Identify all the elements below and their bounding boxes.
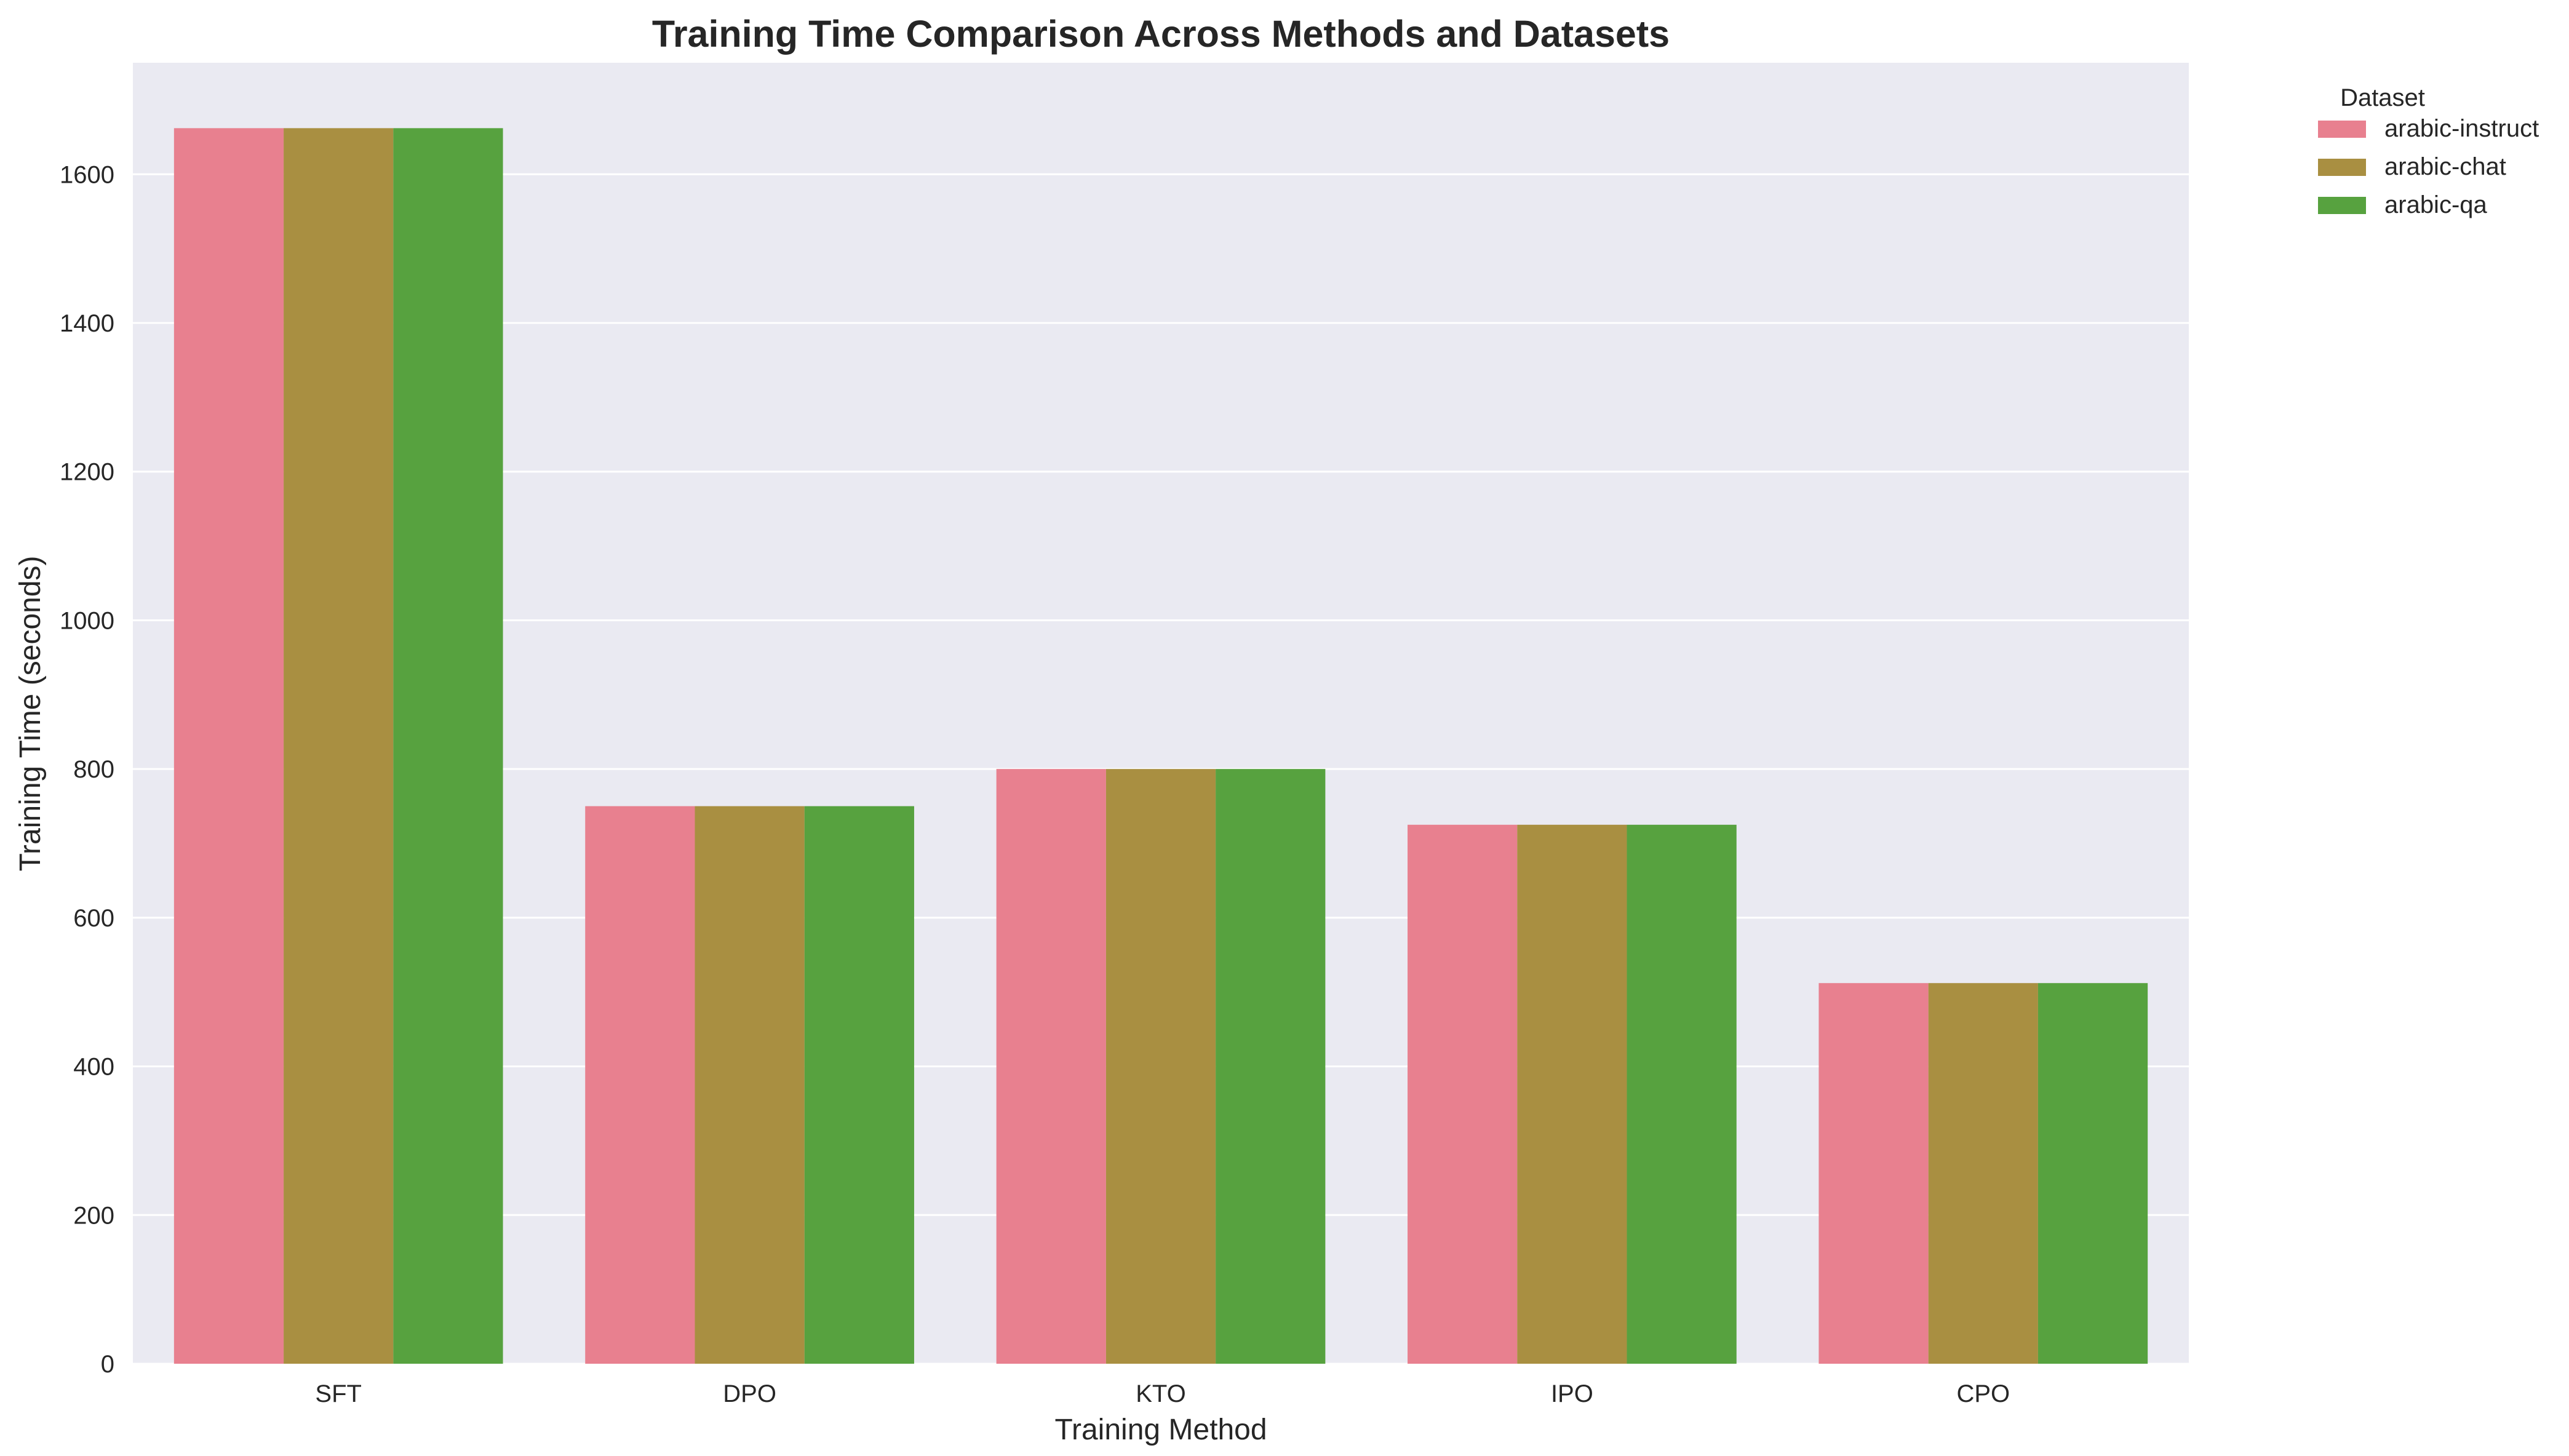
bar-cpo-arabic-qa (2037, 983, 2148, 1364)
y-tick-label: 1400 (60, 310, 114, 337)
legend-swatch (2318, 197, 2366, 214)
y-tick-label: 0 (101, 1351, 114, 1378)
legend: Dataset arabic-instructarabic-chatarabic… (2318, 84, 2539, 218)
y-tick-label: 800 (73, 756, 114, 783)
bar-ipo-arabic-instruct (1408, 824, 1518, 1364)
x-tick-labels: SFT DPO KTO IPO CPO (315, 1380, 2010, 1407)
legend-title: Dataset (2340, 84, 2425, 111)
bar-cpo-arabic-chat (1928, 983, 2038, 1364)
legend-label: arabic-chat (2384, 153, 2506, 180)
chart-title: Training Time Comparison Across Methods … (652, 13, 1670, 55)
legend-swatch (2318, 121, 2366, 138)
bar-sft-arabic-instruct (173, 128, 284, 1364)
x-axis-label: Training Method (1054, 1414, 1267, 1446)
legend-label: arabic-qa (2384, 191, 2488, 218)
x-tick-label: IPO (1551, 1380, 1593, 1407)
bar-ipo-arabic-qa (1627, 824, 1737, 1364)
bar-ipo-arabic-chat (1517, 824, 1627, 1364)
y-tick-labels: 0 200 400 600 800 1000 1200 1400 1600 (60, 161, 114, 1378)
y-tick-label: 1600 (60, 161, 114, 188)
bar-dpo-arabic-qa (804, 806, 914, 1364)
y-tick-label: 1200 (60, 459, 114, 486)
legend-swatch (2318, 159, 2366, 176)
legend-label: arabic-instruct (2384, 115, 2539, 142)
x-tick-label: SFT (315, 1380, 362, 1407)
bar-sft-arabic-chat (284, 128, 394, 1364)
y-axis-label: Training Time (seconds) (14, 555, 47, 871)
x-tick-label: CPO (1956, 1380, 2010, 1407)
x-tick-label: KTO (1136, 1380, 1186, 1407)
bar-dpo-arabic-chat (695, 806, 805, 1364)
x-tick-label: DPO (723, 1380, 776, 1407)
bars (173, 128, 2148, 1364)
y-tick-label: 200 (73, 1202, 114, 1229)
bar-kto-arabic-chat (1105, 769, 1216, 1364)
y-tick-label: 400 (73, 1054, 114, 1081)
bar-dpo-arabic-instruct (585, 806, 695, 1364)
bar-kto-arabic-instruct (996, 769, 1106, 1364)
y-tick-label: 600 (73, 905, 114, 932)
bar-cpo-arabic-instruct (1818, 983, 1929, 1364)
bar-kto-arabic-qa (1216, 769, 1326, 1364)
bar-sft-arabic-qa (393, 128, 503, 1364)
legend-items: arabic-instruct arabic-chat arabic-qa (2318, 115, 2539, 218)
y-tick-label: 1000 (60, 607, 114, 634)
